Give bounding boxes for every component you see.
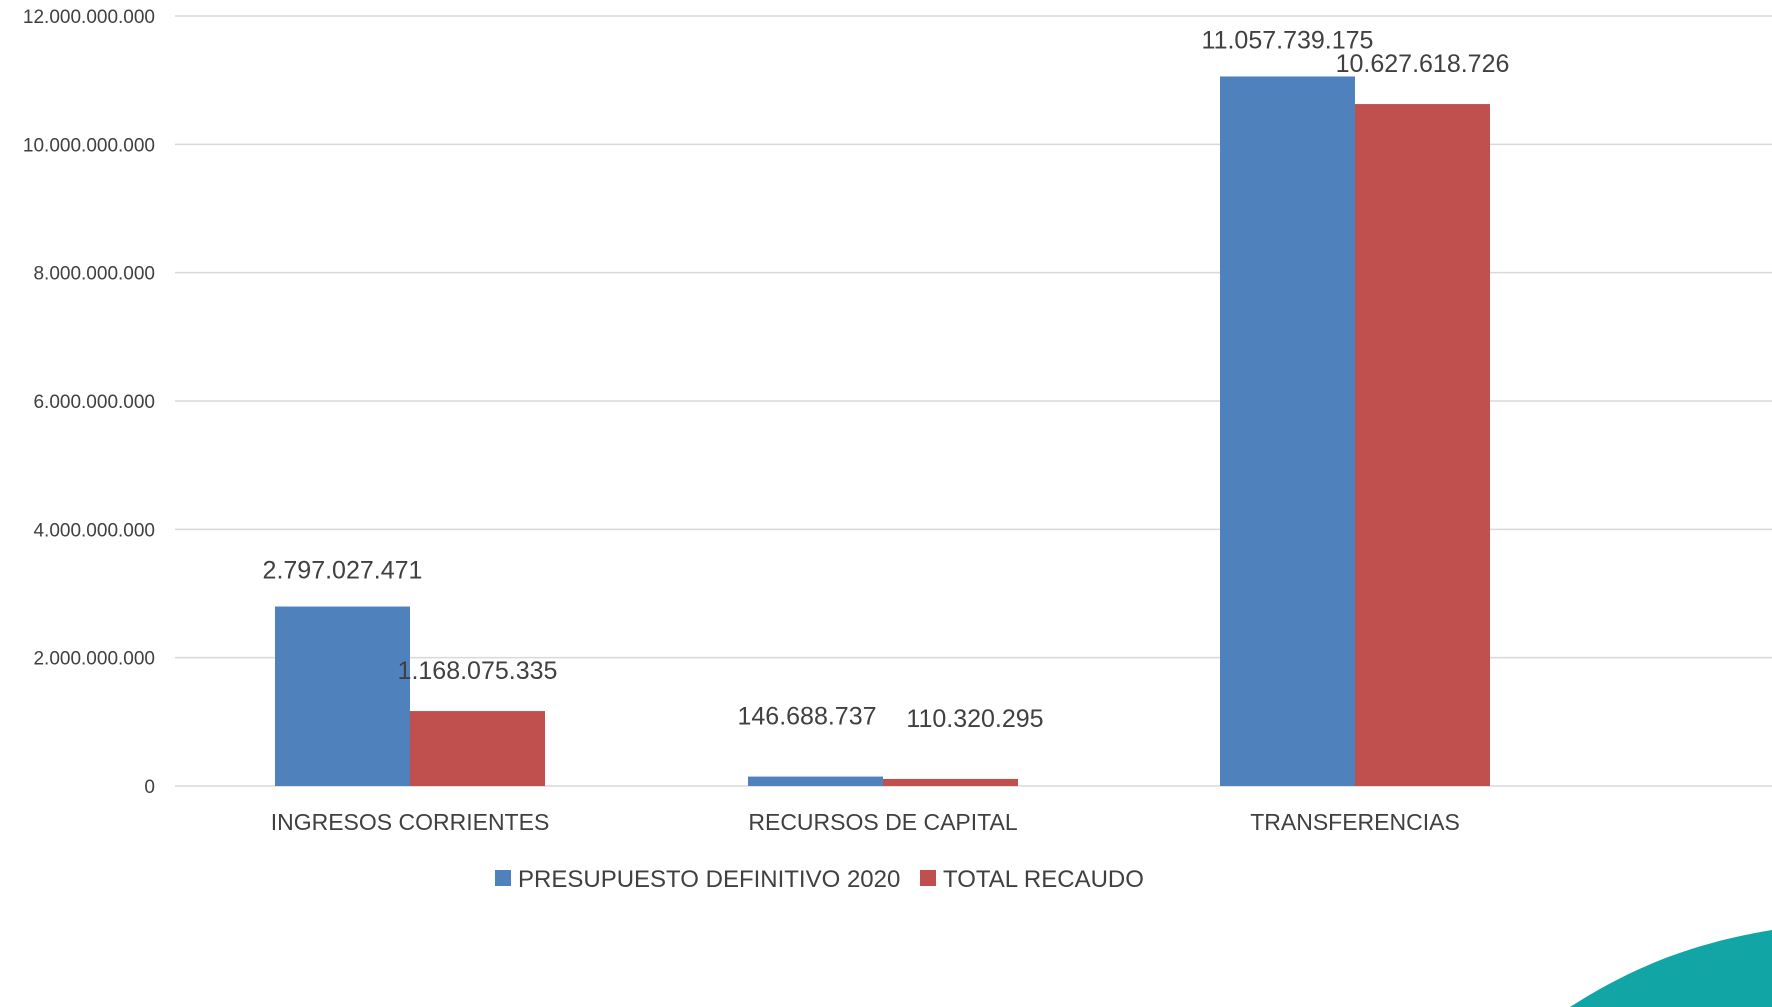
y-tick-label: 0 [144,777,155,798]
y-tick-label: 8.000.000.000 [33,264,155,285]
category-label: RECURSOS DE CAPITAL [748,809,1017,835]
x-axis-category-labels: INGRESOS CORRIENTES RECURSOS DE CAPITAL TR… [271,809,1460,835]
y-tick-label: 10.000.000.000 [23,135,155,156]
legend-label: PRESUPUESTO DEFINITIVO 2020 [518,866,900,893]
category-label: INGRESOS CORRIENTES [271,809,550,835]
bar-presupuesto [275,606,410,786]
data-label: 1.168.075.335 [398,657,558,685]
data-label: 110.320.295 [906,705,1043,733]
bars [275,76,1490,787]
data-label: 2.797.027.471 [263,557,423,585]
bar-presupuesto [1220,76,1355,787]
y-axis-tick-labels: 0 2.000.000.000 4.000.000.000 6.000.000.000… [23,7,155,798]
legend-label: TOTAL RECAUDO [943,866,1144,893]
y-tick-label: 4.000.000.000 [33,520,155,541]
legend-swatch [920,870,936,886]
legend-swatch [495,870,511,886]
data-label: 11.057.739.175 [1202,26,1374,54]
data-labels: 2.797.027.471 1.168.075.335 146.688.737 110… [263,26,1510,732]
bar-recaudo [883,778,1018,786]
y-tick-label: 2.000.000.000 [33,649,155,670]
category-label: TRANSFERENCIAS [1250,809,1460,835]
teal-corner-decoration [1570,930,1772,1007]
bar-recaudo [410,711,545,786]
bar-presupuesto [748,776,883,786]
data-label: 146.688.737 [737,703,876,731]
gridlines [175,15,1772,787]
y-tick-label: 6.000.000.000 [33,392,155,413]
data-label: 10.627.618.726 [1336,50,1510,78]
y-tick-label: 12.000.000.000 [23,7,155,28]
bar-recaudo [1355,104,1490,786]
legend: PRESUPUESTO DEFINITIVO 2020 TOTAL RECAUDO [495,866,1144,893]
